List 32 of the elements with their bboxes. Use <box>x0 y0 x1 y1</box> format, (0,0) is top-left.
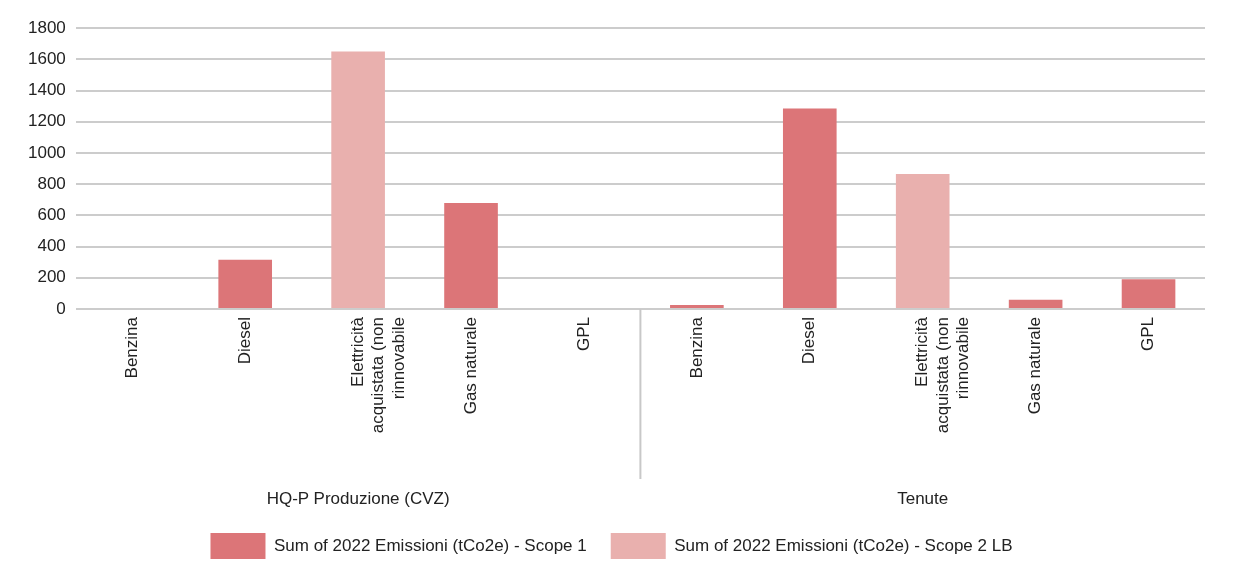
bar <box>670 305 724 308</box>
x-tick-label: Gas naturale <box>460 317 480 415</box>
y-tick-label: 200 <box>37 267 66 287</box>
y-tick-label: 400 <box>37 236 66 256</box>
y-tick-label: 1200 <box>27 111 66 131</box>
x-tick-label: Benzina <box>686 316 706 379</box>
text: Tenute <box>897 488 949 508</box>
legend-label: Sum of 2022 Emissioni (tCo2e) - Scope 1 <box>273 535 587 555</box>
x-tick-label: GPL <box>573 317 593 352</box>
bar <box>331 51 385 308</box>
x-tick-label: Benzina <box>121 316 141 379</box>
y-tick-label: 600 <box>37 205 66 225</box>
y-tick-label: 1400 <box>27 80 66 100</box>
y-tick-label: 1600 <box>27 49 66 69</box>
bar <box>444 202 498 308</box>
bar <box>1121 279 1176 308</box>
legend-label: Sum of 2022 Emissioni (tCo2e) - Scope 2 LB <box>674 535 1013 555</box>
x-tick-label: Elettricità acquistata (non rinnovabile <box>347 316 408 434</box>
bar <box>1008 299 1063 308</box>
text: HQ-P Produzione (CVZ) <box>266 488 450 508</box>
x-tick-label: Diesel <box>799 317 819 365</box>
x-tick-label: Elettricità acquistata (non rinnovabile <box>912 316 973 434</box>
bar <box>218 259 273 308</box>
x-tick-label: GPL <box>1138 317 1158 352</box>
y-tick-label: 0 <box>56 298 66 318</box>
y-tick-label: 800 <box>37 173 66 193</box>
x-tick-label: Gas naturale <box>1025 317 1045 415</box>
y-tick-label: 1800 <box>27 17 66 37</box>
bar <box>782 108 837 308</box>
x-tick-label: Diesel <box>234 317 254 365</box>
y-tick-label: 1000 <box>27 142 66 162</box>
bar <box>895 174 950 308</box>
